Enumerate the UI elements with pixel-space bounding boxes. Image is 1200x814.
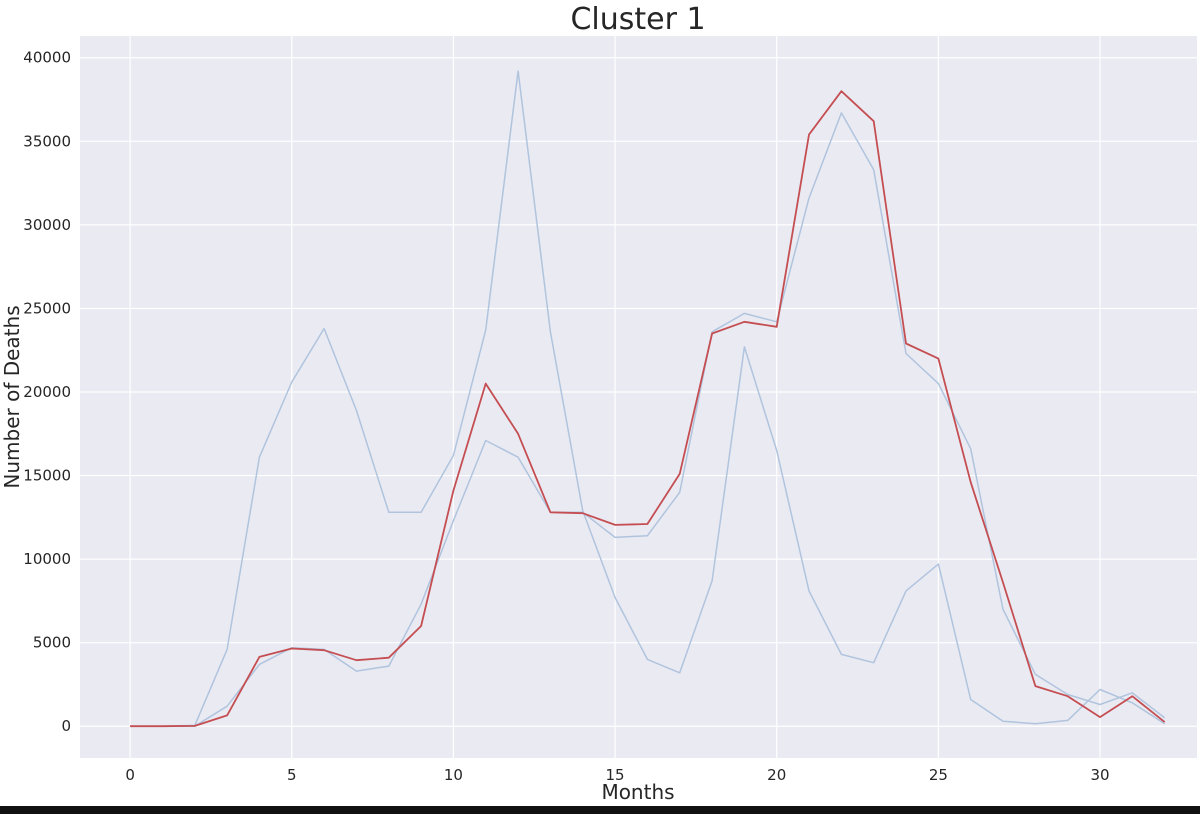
bottom-bar — [0, 806, 1200, 814]
y-tick-label: 25000 — [23, 299, 71, 317]
y-tick-label: 20000 — [23, 383, 71, 401]
y-tick-label: 15000 — [23, 467, 71, 485]
y-tick-label: 5000 — [33, 634, 71, 652]
y-tick-label: 10000 — [23, 550, 71, 568]
series-lines — [130, 70, 1166, 728]
y-tick-label: 0 — [61, 717, 71, 735]
x-tick-label: 5 — [287, 766, 297, 784]
x-axis-label: Months — [601, 780, 674, 804]
x-tick-label: 30 — [1090, 766, 1109, 784]
y-tick-labels: 0 5000 10000 15000 20000 25000 30000 35000 40000 — [23, 49, 71, 736]
plot-area — [80, 36, 1197, 758]
y-axis-label: Number of Deaths — [0, 305, 24, 488]
chart-title: Cluster 1 — [570, 2, 705, 37]
series-line-mean — [130, 90, 1166, 728]
y-tick-label: 40000 — [23, 49, 71, 67]
x-tick-label: 0 — [125, 766, 135, 784]
x-tick-label: 10 — [444, 766, 463, 784]
y-tick-label: 30000 — [23, 216, 71, 234]
x-tick-label: 15 — [606, 766, 625, 784]
x-tick-label: 20 — [767, 766, 786, 784]
y-tick-label: 35000 — [23, 132, 71, 150]
series-line-member — [130, 70, 1166, 727]
x-tick-labels: 0 5 10 15 20 25 30 — [125, 766, 1109, 784]
x-tick-label: 25 — [929, 766, 948, 784]
grid-lines — [80, 36, 1197, 758]
